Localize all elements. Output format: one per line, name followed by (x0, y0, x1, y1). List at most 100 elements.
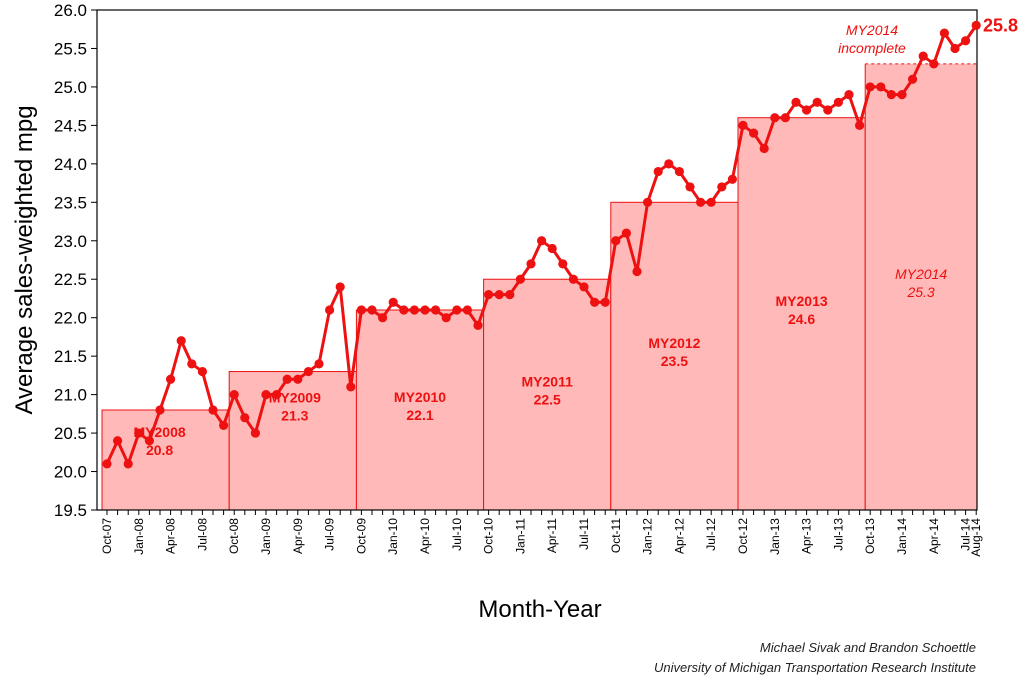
incomplete-note-line1: MY2014 (846, 22, 898, 38)
bar-label-value: 25.3 (906, 284, 934, 300)
data-point (515, 274, 526, 284)
x-tick-label: Jul-08 (195, 518, 209, 551)
data-point (187, 359, 197, 369)
x-tick-label: Jan-08 (132, 518, 146, 555)
credit-authors: Michael Sivak and Brandon Schoettle (759, 640, 976, 655)
data-point (261, 390, 271, 400)
data-point (431, 305, 441, 315)
data-point (653, 166, 663, 177)
data-point (197, 366, 207, 377)
data-point (632, 266, 642, 277)
data-point (282, 374, 292, 384)
data-point (886, 90, 897, 100)
data-point (717, 182, 727, 192)
data-point (388, 297, 398, 307)
data-point (272, 390, 282, 400)
x-tick-label: Apr-08 (164, 518, 178, 554)
x-tick-label: Jul-09 (323, 518, 337, 551)
data-point (166, 374, 176, 384)
bar-label-year: MY2009 (269, 389, 321, 405)
data-point (876, 82, 886, 92)
x-tick-label: Jan-13 (768, 518, 782, 555)
bar-label-value: 20.8 (146, 442, 173, 458)
bar-label-value: 22.5 (534, 392, 561, 408)
bar-my2008 (102, 410, 230, 510)
y-tick-label: 19.5 (54, 501, 87, 520)
latest-value-label: 25.8 (983, 15, 1018, 35)
y-tick-label: 24.5 (54, 116, 87, 135)
bar-label-value: 22.1 (406, 407, 433, 423)
data-point (102, 459, 112, 469)
data-point (759, 143, 769, 154)
credit-institute: University of Michigan Transportation Re… (653, 660, 976, 675)
y-tick-label: 20.5 (54, 424, 87, 443)
data-point (823, 105, 833, 115)
data-point (155, 405, 165, 415)
data-point (780, 113, 791, 123)
data-point (706, 197, 716, 207)
x-tick-label: Jul-13 (831, 518, 845, 551)
y-tick-label: 22.5 (54, 270, 87, 289)
y-tick-label: 24.0 (54, 155, 87, 174)
y-tick-label: 23.0 (54, 232, 87, 251)
data-point (865, 82, 875, 92)
data-point (568, 274, 579, 284)
bar-label-value: 23.5 (661, 353, 688, 369)
data-point (303, 366, 313, 377)
bar-label-value: 24.6 (788, 311, 815, 327)
data-point (537, 236, 547, 246)
bar-label-year: MY2012 (648, 335, 700, 351)
data-point (770, 113, 780, 123)
y-tick-label: 21.0 (54, 386, 87, 405)
bar-label-year: MY2011 (522, 374, 574, 390)
y-tick-label: 25.0 (54, 78, 87, 97)
data-point (685, 182, 695, 192)
bar-label-year: MY2013 (776, 293, 828, 309)
x-tick-label: Jul-10 (450, 518, 464, 551)
x-tick-label: Oct-08 (227, 518, 241, 554)
bar-my2009 (229, 371, 357, 510)
data-point (219, 420, 229, 430)
data-point (367, 305, 377, 315)
x-tick-label: Oct-13 (863, 518, 877, 554)
data-point (558, 259, 568, 269)
bar-my2010 (356, 310, 484, 510)
data-point (335, 282, 345, 292)
data-point (918, 51, 928, 61)
data-point (134, 428, 144, 438)
data-point (113, 436, 123, 446)
x-tick-label: Apr-14 (927, 518, 941, 554)
data-point (378, 313, 388, 323)
plot-frame (96, 9, 978, 511)
data-point (473, 320, 483, 330)
data-point (929, 59, 939, 69)
x-tick-label: Apr-13 (800, 518, 814, 554)
x-tick-label: Jan-14 (895, 518, 909, 555)
data-point (590, 297, 600, 307)
bar-label-year: MY2010 (394, 389, 446, 405)
data-point (399, 305, 409, 315)
x-tick-label: Oct-09 (354, 518, 368, 554)
x-tick-label: Oct-11 (609, 518, 623, 553)
data-point (420, 305, 430, 315)
data-point (208, 405, 218, 415)
bar-my2011 (483, 279, 611, 510)
bar-my2014 (865, 63, 977, 510)
x-axis-title: Month-Year (478, 596, 601, 623)
x-tick-label: Oct-07 (100, 518, 114, 554)
data-point (484, 290, 494, 300)
data-point (908, 74, 918, 84)
x-tick-label: Jan-11 (513, 518, 527, 554)
data-point (123, 459, 133, 469)
y-tick-label: 26.0 (54, 1, 87, 20)
data-point (664, 159, 674, 169)
data-point (547, 243, 557, 254)
data-point (176, 336, 186, 346)
data-point (939, 28, 950, 38)
y-tick-label: 25.5 (54, 39, 87, 58)
data-point (897, 90, 907, 100)
data-point (791, 97, 801, 107)
data-point (144, 436, 154, 446)
data-point (526, 259, 536, 269)
